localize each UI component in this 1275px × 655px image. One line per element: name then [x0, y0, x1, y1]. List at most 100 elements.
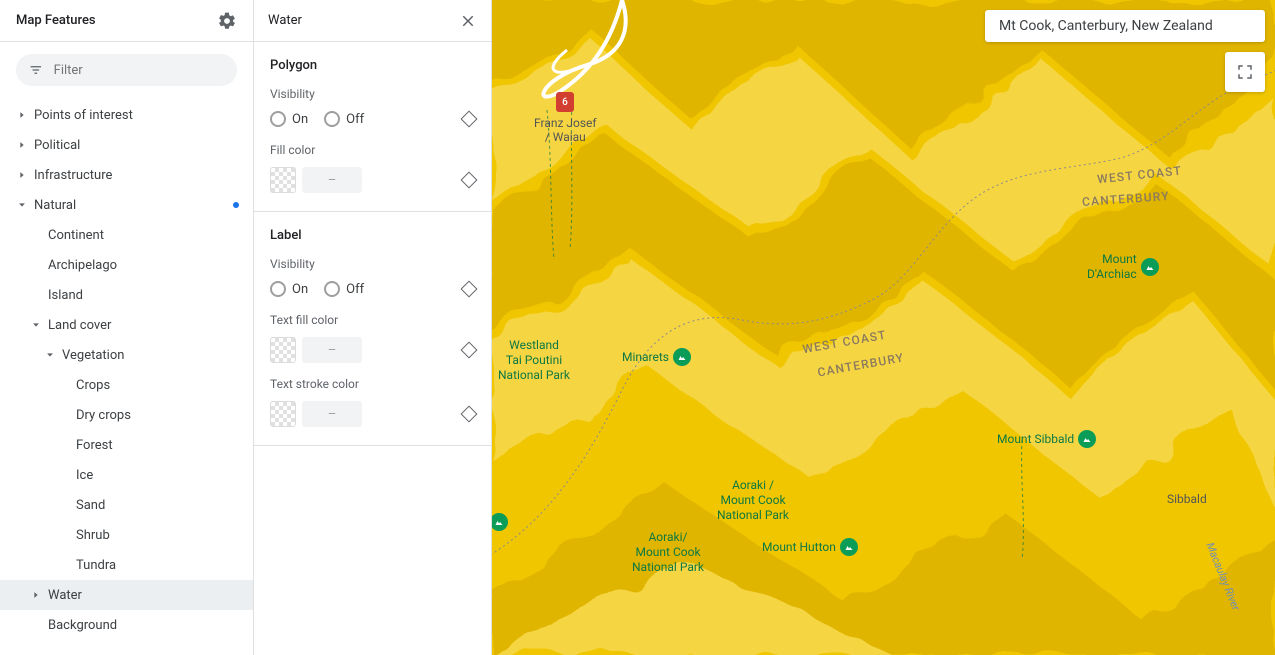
chevron-icon: [38, 350, 62, 360]
fullscreen-icon[interactable]: [1225, 52, 1265, 92]
close-icon[interactable]: [459, 12, 477, 30]
tree-item-archipelago[interactable]: Archipelago: [0, 250, 253, 280]
detail-title: Water: [268, 13, 302, 28]
tree-item-points-of-interest[interactable]: Points of interest: [0, 100, 253, 130]
chevron-icon: [24, 590, 48, 600]
tree-label: Points of interest: [34, 108, 239, 123]
sidebar-header: Map Features: [0, 0, 253, 42]
gear-icon[interactable]: [217, 11, 237, 31]
label-westland: Westland Tai Poutini National Park: [498, 338, 570, 383]
label-aoraki-2: Aoraki/ Mount Cook National Park: [632, 530, 704, 575]
color-swatch[interactable]: [270, 167, 296, 193]
tree-item-tundra[interactable]: Tundra: [0, 550, 253, 580]
color-field[interactable]: –: [302, 337, 362, 363]
tree-item-infrastructure[interactable]: Infrastructure: [0, 160, 253, 190]
tree-item-water[interactable]: Water: [0, 580, 253, 610]
visibility-row: OnOff: [270, 281, 475, 297]
tree-label: Tundra: [76, 558, 239, 573]
mountain-icon: [1078, 430, 1096, 448]
tree-label: Archipelago: [48, 258, 239, 273]
tree-label: Vegetation: [62, 348, 239, 363]
color-row: –: [270, 167, 475, 193]
filter-bar: [0, 42, 253, 94]
peak-darchiac: Mount D'Archiac: [1087, 252, 1159, 282]
search-value: Mt Cook, Canterbury, New Zealand: [999, 18, 1213, 34]
radio-on[interactable]: [270, 111, 286, 127]
radio-off[interactable]: [324, 111, 340, 127]
radio-off-label: Off: [346, 282, 364, 297]
color-row: –: [270, 337, 475, 363]
tree-item-forest[interactable]: Forest: [0, 430, 253, 460]
mountain-icon: [840, 538, 858, 556]
peak-sibbald: Mount Sibbald: [997, 430, 1096, 448]
map-pane[interactable]: 6 Franz Josef / Waiau Westland Tai Pouti…: [492, 0, 1275, 655]
filter-input[interactable]: [54, 63, 225, 78]
tree-item-shrub[interactable]: Shrub: [0, 520, 253, 550]
tree-item-crops[interactable]: Crops: [0, 370, 253, 400]
tree-label: Natural: [34, 198, 233, 213]
tree-item-background[interactable]: Background: [0, 610, 253, 640]
color-field[interactable]: –: [302, 401, 362, 427]
route-shield: 6: [556, 92, 574, 112]
prop-label: Visibility: [270, 257, 475, 271]
tree-label: Ice: [76, 468, 239, 483]
mountain-icon: [673, 348, 691, 366]
chevron-icon: [10, 140, 34, 150]
filter-icon: [28, 61, 44, 79]
tree-label: Sand: [76, 498, 239, 513]
diamond-icon[interactable]: [461, 172, 478, 189]
tree-item-land-cover[interactable]: Land cover: [0, 310, 253, 340]
radio-on[interactable]: [270, 281, 286, 297]
color-swatch[interactable]: [270, 401, 296, 427]
detail-body: PolygonVisibilityOnOffFill color–LabelVi…: [254, 42, 491, 655]
peak-minarets: Minarets: [622, 348, 691, 366]
tree-item-continent[interactable]: Continent: [0, 220, 253, 250]
diamond-icon[interactable]: [461, 406, 478, 423]
chevron-icon: [10, 170, 34, 180]
chevron-icon: [10, 110, 34, 120]
tree-label: Shrub: [76, 528, 239, 543]
tree-item-dry-crops[interactable]: Dry crops: [0, 400, 253, 430]
radio-on-label: On: [292, 112, 308, 127]
mountain-icon: [1141, 258, 1159, 276]
section-title: Polygon: [270, 58, 475, 73]
diamond-icon[interactable]: [461, 342, 478, 359]
color-row: –: [270, 401, 475, 427]
prop-label: Text stroke color: [270, 377, 475, 391]
radio-off[interactable]: [324, 281, 340, 297]
detail-panel: Water PolygonVisibilityOnOffFill color–L…: [254, 0, 492, 655]
prop-label: Visibility: [270, 87, 475, 101]
tree-item-natural[interactable]: Natural: [0, 190, 253, 220]
tree-label: Dry crops: [76, 408, 239, 423]
tree-label: Political: [34, 138, 239, 153]
diamond-icon[interactable]: [461, 281, 478, 298]
sidebar-title: Map Features: [16, 13, 96, 28]
prop-label: Text fill color: [270, 313, 475, 327]
location-search[interactable]: Mt Cook, Canterbury, New Zealand: [985, 10, 1265, 42]
tree-item-island[interactable]: Island: [0, 280, 253, 310]
feature-tree: Points of interest Political Infrastructur…: [0, 94, 253, 655]
diamond-icon[interactable]: [461, 111, 478, 128]
chevron-icon: [10, 200, 34, 210]
radio-off-label: Off: [346, 112, 364, 127]
tree-label: Land cover: [48, 318, 239, 333]
tree-label: Continent: [48, 228, 239, 243]
color-field[interactable]: –: [302, 167, 362, 193]
tree-label: Crops: [76, 378, 239, 393]
tree-label: Forest: [76, 438, 239, 453]
section-polygon: Polygon Visibility On Off Fill color –: [254, 42, 491, 212]
mountain-icon: [492, 513, 508, 531]
prop-label: Fill color: [270, 143, 475, 157]
tree-label: Water: [48, 588, 239, 603]
section-title: Label: [270, 228, 475, 243]
filter-pill[interactable]: [16, 54, 237, 86]
tree-label: Island: [48, 288, 239, 303]
color-swatch[interactable]: [270, 337, 296, 363]
tree-item-vegetation[interactable]: Vegetation: [0, 340, 253, 370]
tree-label: Infrastructure: [34, 168, 239, 183]
tree-item-sand[interactable]: Sand: [0, 490, 253, 520]
tree-item-ice[interactable]: Ice: [0, 460, 253, 490]
tree-item-political[interactable]: Political: [0, 130, 253, 160]
label-aoraki-1: Aoraki / Mount Cook National Park: [717, 478, 789, 523]
tree-label: Background: [48, 618, 239, 633]
